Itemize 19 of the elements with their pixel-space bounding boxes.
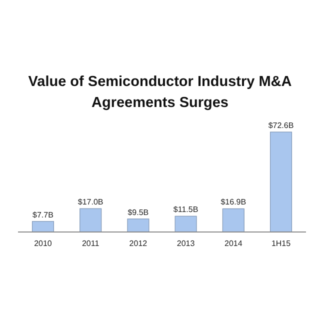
chart-title: Value of Semiconductor Industry M&A Agreements Surges: [28, 74, 292, 111]
x-tick-label: 2012: [129, 239, 148, 248]
data-label: $7.7B: [32, 210, 54, 220]
x-tick-label: 1H15: [271, 239, 292, 248]
x-tick-label: 2014: [224, 239, 243, 248]
bar: [270, 132, 292, 232]
bar: [174, 216, 197, 232]
x-tick-label: 2013: [176, 239, 196, 248]
bar: [222, 208, 244, 232]
data-label: $17.0B: [78, 198, 104, 207]
data-label: $11.5B: [173, 205, 198, 214]
x-tick-label: 2010: [34, 239, 52, 248]
data-label: $72.6B: [268, 121, 294, 130]
x-tick-label: 2011: [82, 239, 100, 248]
bar: [32, 221, 54, 232]
data-label: $9.5B: [128, 208, 149, 217]
data-label: $16.9B: [220, 198, 246, 207]
bar: [80, 208, 102, 232]
bar: [127, 218, 150, 232]
